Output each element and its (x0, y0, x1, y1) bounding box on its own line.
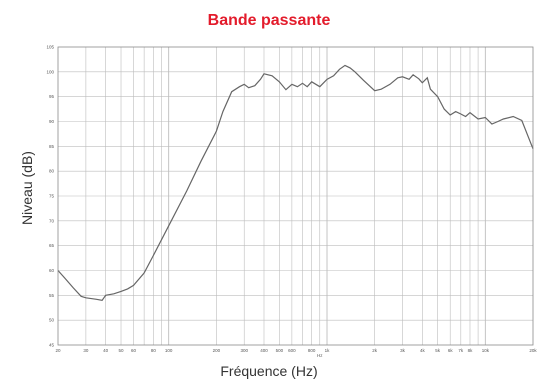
x-tick-label: 800 (308, 348, 316, 353)
y-tick-label: 105 (46, 45, 54, 50)
x-tick-label: 1k (325, 348, 331, 353)
response-curve (57, 64, 534, 301)
x-tick-label: 8k (468, 348, 474, 353)
x-tick-label: 6k (448, 348, 454, 353)
x-tick-label: 30 (83, 348, 89, 353)
x-tick-label: 200 (213, 348, 221, 353)
x-tick-label: 7k (458, 348, 464, 353)
x-tick-label: 2k (372, 348, 378, 353)
y-tick-label: 80 (49, 169, 55, 174)
x-tick-label: 3k (400, 348, 406, 353)
x-tick-label: 20k (529, 348, 537, 353)
y-tick-label: 60 (49, 268, 55, 273)
x-tick-label: 600 (288, 348, 296, 353)
x-tick-label: 300 (240, 348, 248, 353)
x-tick-label: 40 (103, 348, 109, 353)
y-tick-label: 95 (49, 94, 55, 99)
x-tick-label: 500 (276, 348, 284, 353)
x-tick-labels: 20 30 40 50 60 80 100 200 300 400 500 600 800 1k 2k 3k 4… (55, 348, 537, 358)
y-tick-label: 85 (49, 144, 55, 149)
y-tick-label: 70 (49, 218, 55, 223)
y-tick-label: 50 (49, 318, 55, 323)
x-tick-label: 60 (131, 348, 137, 353)
plot-frame (57, 46, 534, 346)
x-tick-label: 10k (482, 348, 490, 353)
x-tick-label: 80 (151, 348, 157, 353)
x-tick-label: 5k (435, 348, 441, 353)
y-tick-label: 100 (46, 69, 54, 74)
y-tick-label: 55 (49, 293, 55, 298)
y-tick-label: 90 (49, 119, 55, 124)
y-tick-label: 45 (49, 343, 55, 348)
grid-lines (58, 47, 533, 345)
y-tick-label: 65 (49, 243, 55, 248)
x-tick-label: 4k (420, 348, 426, 353)
y-tick-label: 75 (49, 194, 55, 199)
x-axis-caption: Hz (317, 353, 323, 358)
x-tick-label: 100 (165, 348, 173, 353)
x-tick-label: 50 (118, 348, 124, 353)
y-tick-labels: 45 50 55 60 65 70 75 80 85 90 95 100 105 (46, 45, 54, 348)
x-axis-label: Fréquence (Hz) (220, 363, 318, 379)
x-tick-label: 20 (55, 348, 61, 353)
x-tick-label: 400 (260, 348, 268, 353)
chart-title: Bande passante (207, 12, 331, 29)
